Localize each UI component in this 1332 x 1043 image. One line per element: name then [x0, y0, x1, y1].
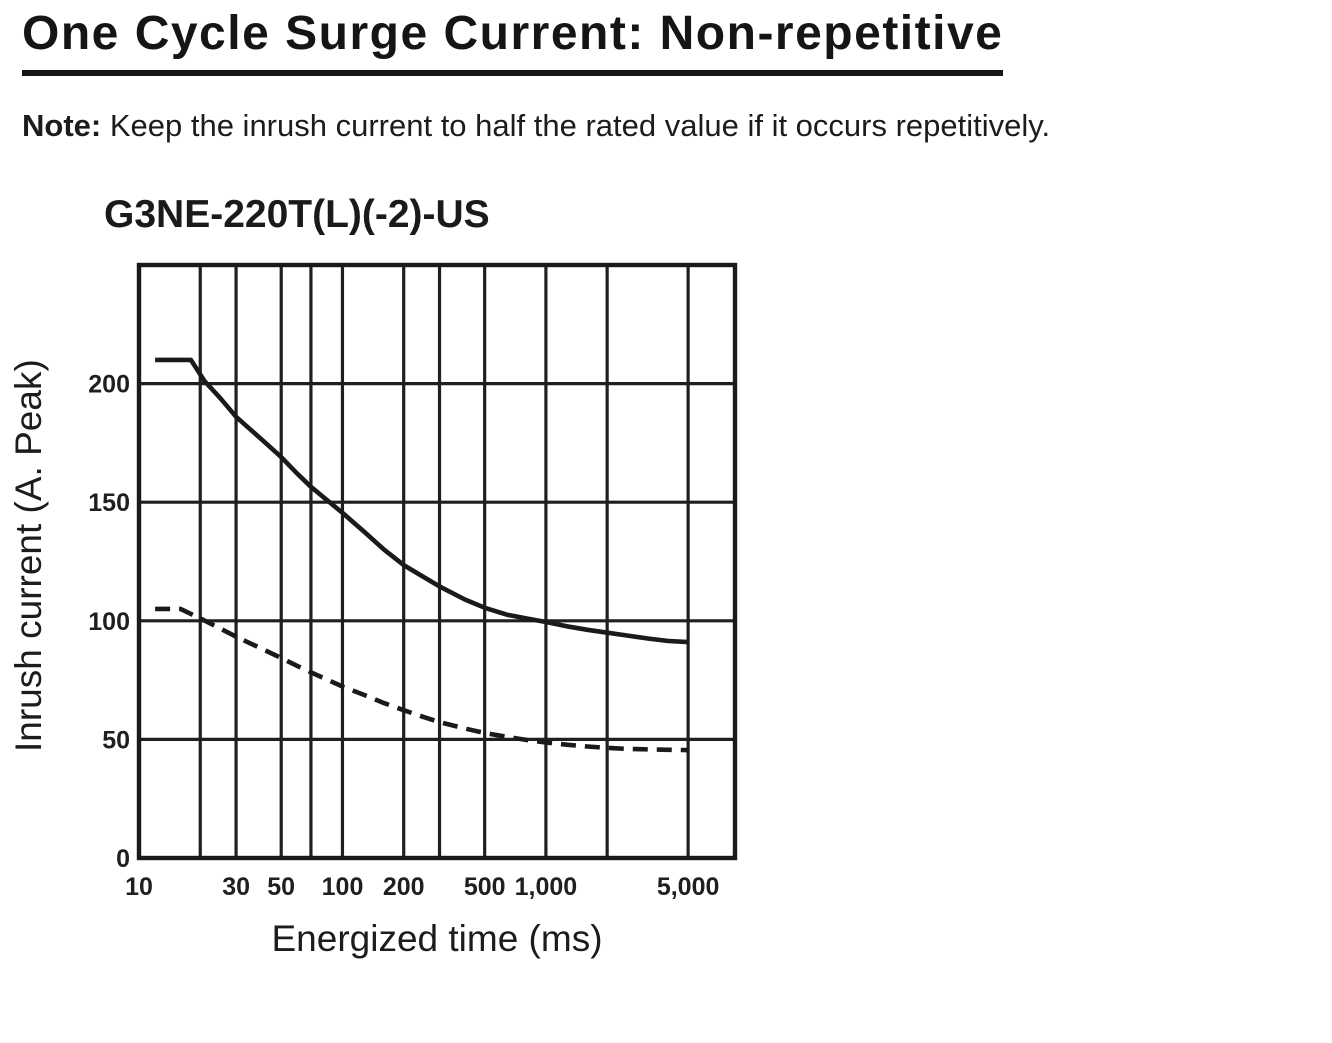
x-tick-label: 1,000: [515, 873, 578, 901]
note-label: Note:: [22, 108, 102, 143]
x-tick-label: 100: [322, 873, 364, 901]
x-tick-label: 500: [464, 873, 506, 901]
x-tick-label: 50: [267, 873, 295, 901]
chart-title: G3NE-220T(L)(-2)-US: [104, 193, 490, 236]
plot-border: [136, 262, 738, 861]
y-axis-label: Inrush current (A. Peak): [8, 359, 49, 753]
y-tick-label: 100: [88, 608, 130, 636]
x-axis-label: Energized time (ms): [271, 918, 603, 959]
y-tick-label: 0: [116, 845, 130, 873]
x-tick-label: 30: [222, 873, 250, 901]
dashed-curve: [155, 606, 689, 753]
y-tick-label: 150: [88, 489, 130, 517]
page-title: One Cycle Surge Current: Non-repetitive: [22, 6, 1004, 76]
y-tick-label: 50: [102, 726, 130, 754]
x-tick-label: 5,000: [657, 873, 720, 901]
note-body: Keep the inrush current to half the rate…: [101, 108, 1051, 143]
y-tick-label: 200: [88, 371, 130, 399]
note-text: Note: Keep the inrush current to half th…: [22, 108, 1050, 144]
x-tick-label: 10: [125, 873, 153, 901]
x-tick-label: 200: [383, 873, 425, 901]
solid-curve: [155, 357, 689, 645]
